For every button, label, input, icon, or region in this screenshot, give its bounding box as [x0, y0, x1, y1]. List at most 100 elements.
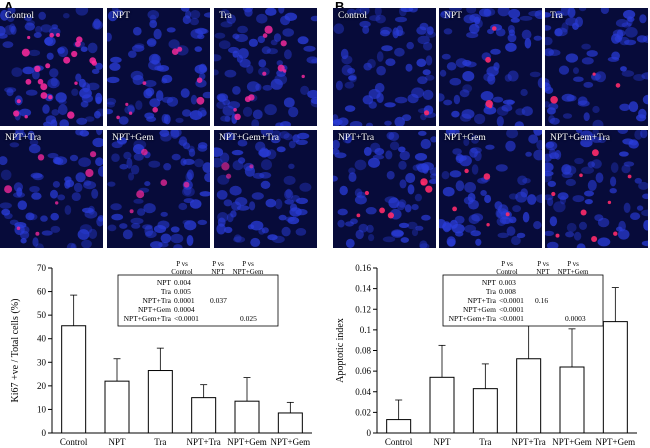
nucleus-stain — [42, 104, 50, 114]
nucleus-stain — [497, 232, 509, 238]
nucleus-stain — [554, 10, 563, 19]
nucleus-stain — [216, 93, 229, 102]
nucleus-stain — [366, 224, 374, 233]
nucleus-stain — [607, 56, 620, 62]
nucleus-stain — [133, 139, 147, 150]
nucleus-stain — [469, 23, 480, 34]
nucleus-stain — [283, 175, 296, 185]
marker-stain — [152, 107, 158, 113]
nucleus-stain — [642, 94, 648, 105]
nucleus-stain — [95, 62, 103, 70]
nucleus-stain — [547, 197, 554, 207]
nucleus-stain — [359, 20, 371, 28]
nucleus-stain — [85, 116, 95, 122]
nucleus-stain — [29, 186, 40, 193]
nucleus-stain — [75, 130, 84, 136]
nucleus-stain — [333, 139, 340, 150]
nucleus-stain — [561, 164, 572, 175]
nucleus-stain — [265, 198, 277, 208]
nucleus-stain — [272, 235, 285, 244]
nucleus-stain — [430, 136, 436, 143]
nucleus-stain — [621, 164, 631, 174]
nucleus-stain — [506, 130, 519, 139]
nucleus-stain — [554, 27, 568, 37]
nucleus-stain — [204, 172, 210, 183]
nucleus-stain — [135, 100, 143, 110]
nucleus-stain — [133, 26, 142, 36]
p-value-header: P vs — [242, 260, 254, 268]
marker-stain — [387, 212, 394, 219]
nucleus-stain — [202, 162, 210, 173]
marker-stain — [128, 111, 133, 115]
nucleus-stain — [189, 17, 199, 26]
nucleus-stain — [587, 179, 597, 191]
nucleus-stain — [55, 92, 67, 103]
p-value-cell: 0.0003 — [565, 314, 586, 323]
nucleus-stain — [251, 192, 264, 200]
micrograph-image — [439, 130, 542, 248]
marker-stain — [421, 181, 425, 186]
nucleus-stain — [521, 106, 533, 117]
nucleus-stain — [194, 158, 204, 168]
nucleus-stain — [197, 219, 208, 225]
nucleus-stain — [118, 116, 129, 125]
nucleus-stain — [471, 164, 479, 175]
nucleus-stain — [0, 169, 12, 181]
marker-stain — [550, 96, 558, 104]
nucleus-stain — [0, 156, 8, 166]
nucleus-stain — [483, 8, 496, 17]
nucleus-stain — [480, 190, 487, 196]
nucleus-stain — [553, 201, 566, 213]
nucleus-stain — [600, 8, 609, 14]
nucleus-stain — [226, 14, 236, 24]
marker-stain — [483, 173, 491, 180]
nucleus-stain — [261, 227, 269, 234]
micrograph-tile: Tra — [214, 8, 317, 126]
nucleus-stain — [148, 160, 161, 168]
bar — [602, 321, 628, 434]
marker-stain — [34, 65, 41, 72]
nucleus-stain — [252, 109, 263, 120]
nucleus-stain — [610, 162, 619, 173]
nucleus-stain — [107, 32, 112, 42]
nucleus-stain — [246, 81, 260, 92]
nucleus-stain — [623, 161, 635, 167]
nucleus-stain — [199, 191, 210, 197]
nucleus-stain — [258, 149, 272, 157]
nucleus-stain — [234, 234, 242, 243]
nucleus-stain — [250, 220, 264, 231]
nucleus-stain — [110, 203, 122, 211]
nucleus-stain — [496, 106, 509, 116]
nucleus-stain — [153, 28, 162, 40]
nucleus-stain — [143, 203, 156, 214]
nucleus-stain — [339, 185, 348, 196]
nucleus-stain — [344, 81, 355, 89]
p-value-cell: 0.004 — [174, 278, 191, 287]
nucleus-stain — [583, 81, 594, 88]
nucleus-stain — [119, 163, 128, 170]
nucleus-stain — [80, 46, 88, 52]
nucleus-stain — [224, 69, 237, 78]
nucleus-stain — [464, 224, 477, 233]
marker-stain — [464, 168, 469, 174]
nucleus-stain — [420, 138, 431, 150]
y-tick-label: 0.16 — [355, 263, 371, 273]
x-tick-label: Tra — [479, 437, 491, 447]
nucleus-stain — [76, 117, 88, 125]
nucleus-stain — [216, 190, 228, 200]
nucleus-stain — [640, 130, 648, 139]
nucleus-stain — [398, 199, 407, 208]
nucleus-stain — [38, 11, 46, 20]
nucleus-stain — [520, 188, 528, 198]
p-value-header: P vs — [176, 260, 188, 268]
micrograph-label: NPT+Tra — [5, 133, 42, 143]
marker-stain — [592, 149, 599, 157]
nucleus-stain — [86, 82, 100, 91]
nucleus-stain — [163, 163, 172, 171]
nucleus-stain — [400, 237, 409, 243]
nucleus-stain — [399, 179, 407, 189]
nucleus-stain — [505, 140, 516, 152]
bar — [147, 370, 173, 434]
nucleus-stain — [59, 119, 69, 126]
nucleus-stain — [469, 147, 478, 158]
